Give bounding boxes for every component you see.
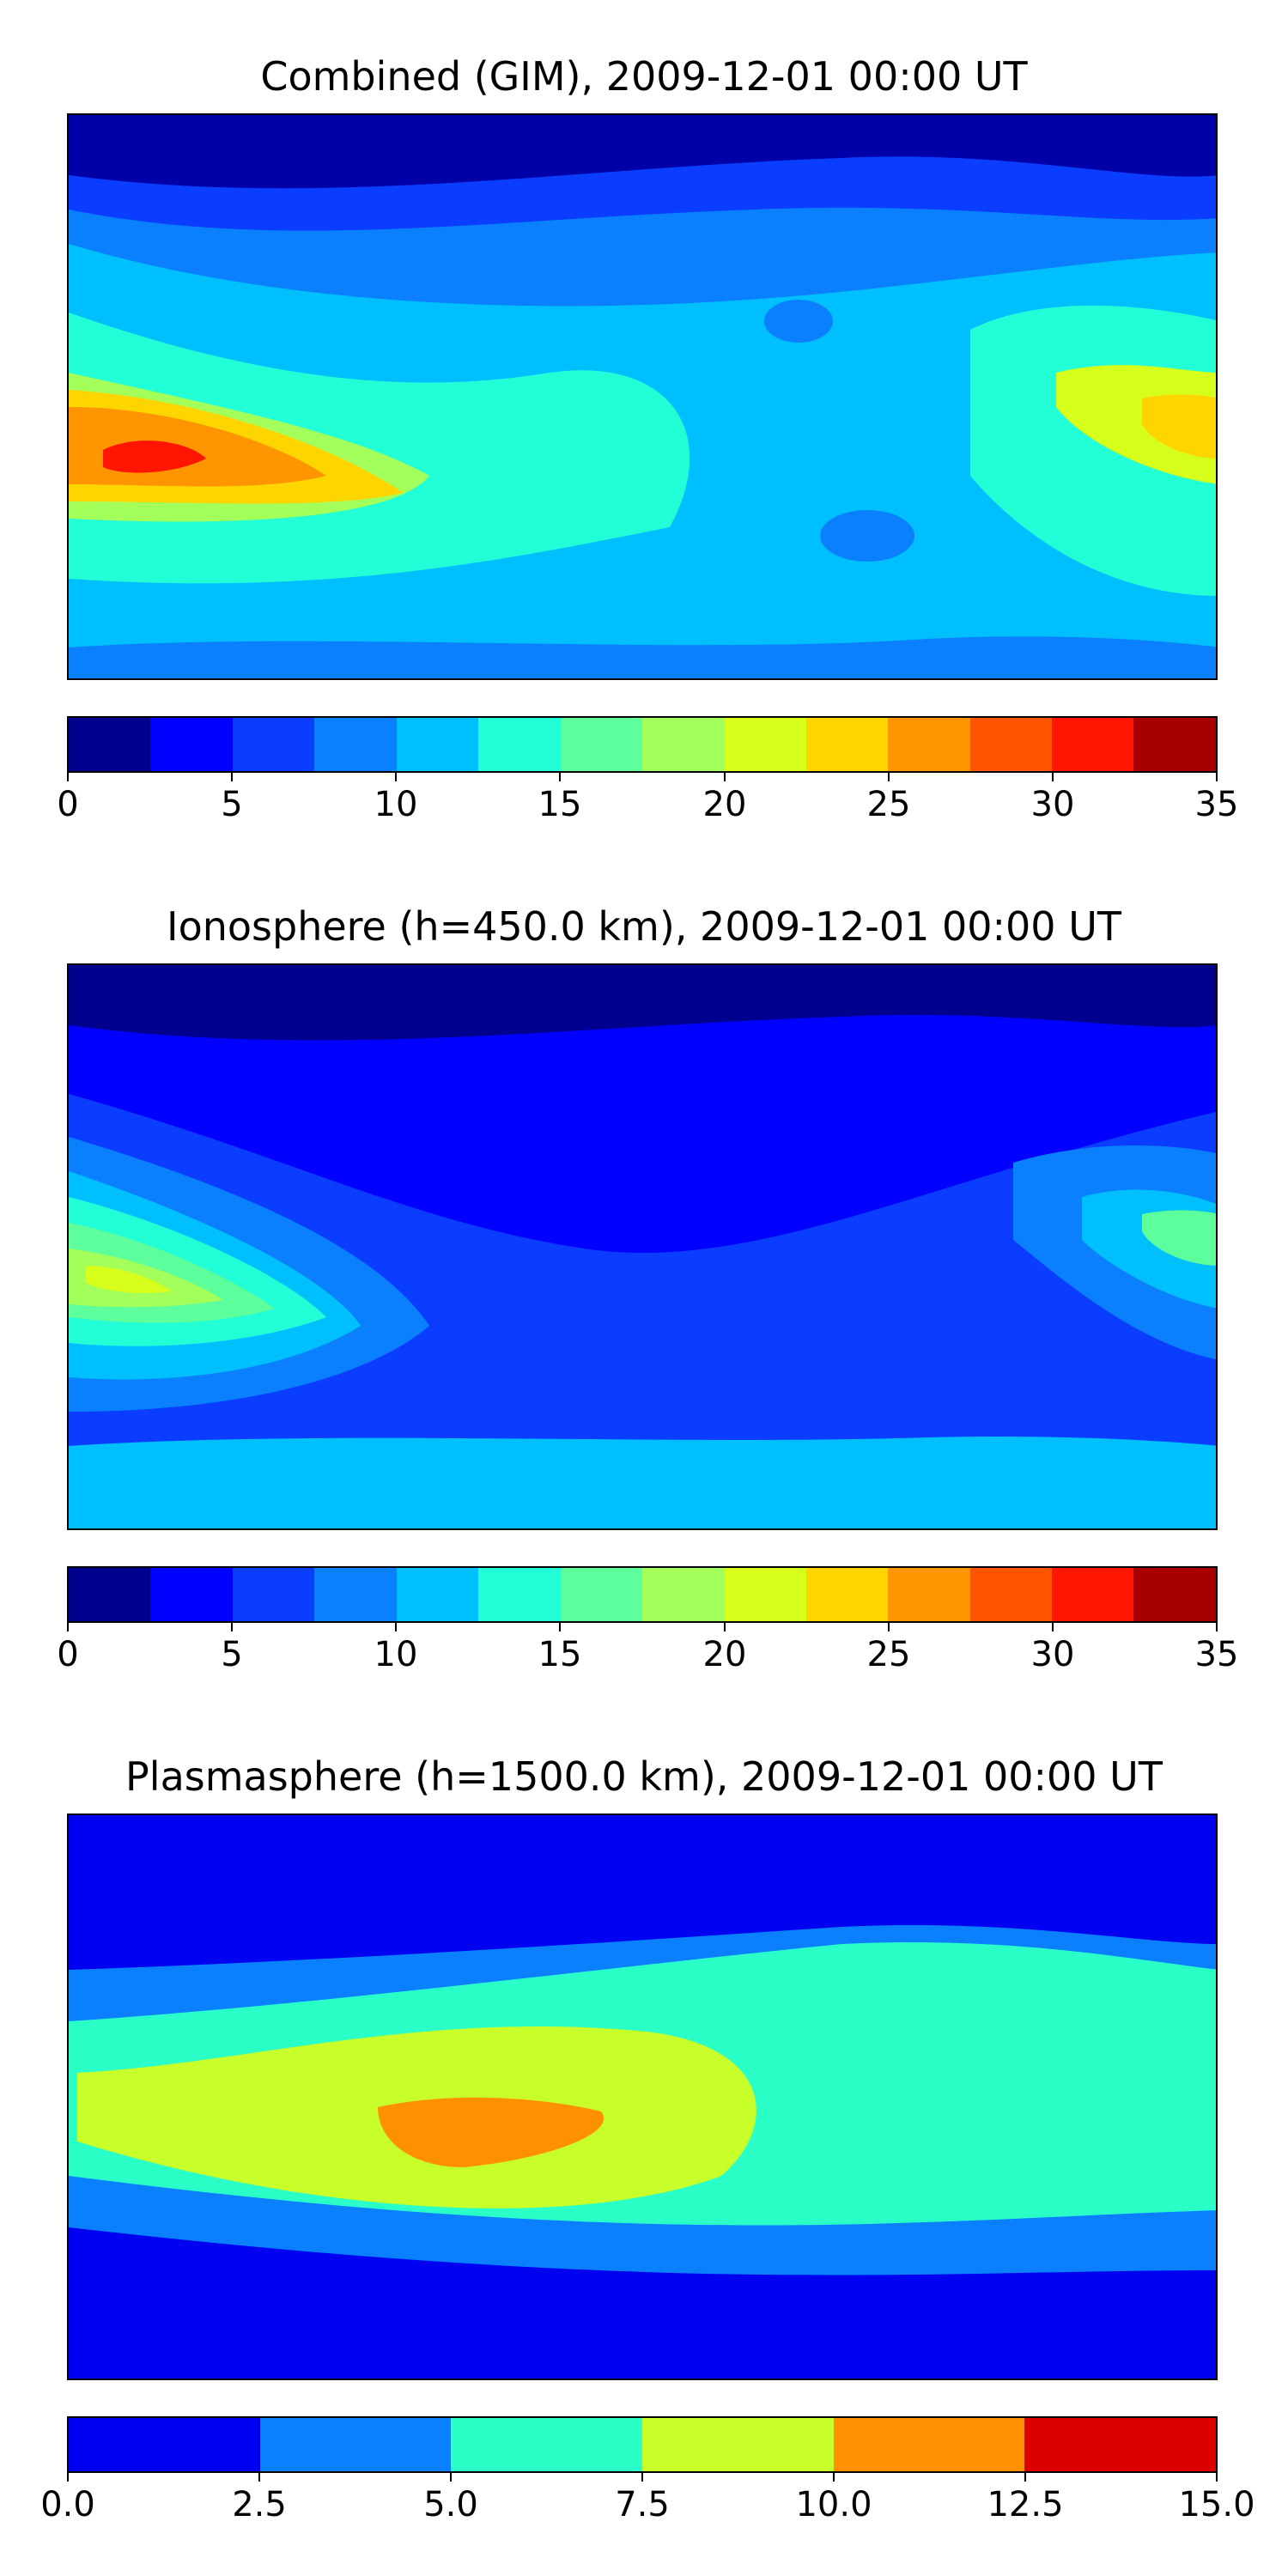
colorbar-segment	[1024, 2418, 1217, 2471]
colorbar-tick-label: 10	[374, 1635, 418, 1674]
colorbar-tick-mark	[888, 1623, 890, 1631]
colorbar-segment	[232, 718, 315, 771]
tec-map-plasmasphere	[69, 1815, 1216, 2379]
colorbar-segment	[314, 1568, 397, 1621]
colorbar-segment	[1052, 1568, 1134, 1621]
colorbar-tick-label: 15	[538, 1635, 582, 1674]
panel-title-plasmasphere: Plasmasphere (h=1500.0 km), 2009-12-01 0…	[125, 1753, 1163, 1800]
colorbar-tick-mark	[833, 2473, 835, 2482]
colorbar-tick-label: 5	[221, 785, 243, 824]
colorbar-tick-label: 0	[57, 1635, 79, 1674]
colorbar-segment	[969, 718, 1053, 771]
colorbar-tick-mark	[1216, 1623, 1218, 1631]
colorbar-tick-mark	[1024, 2473, 1026, 2482]
colorbar-segment	[478, 718, 561, 771]
colorbar-tick-mark	[1216, 773, 1218, 781]
colorbar-segment	[150, 1568, 233, 1621]
colorbar-tick-mark	[395, 773, 397, 781]
colorbar-segment	[888, 1568, 970, 1621]
colorbar-tick-mark	[888, 773, 890, 781]
colorbar-ionosphere	[67, 1566, 1218, 1623]
colorbar-segment	[969, 1568, 1053, 1621]
colorbar-segment	[259, 2418, 452, 2471]
colorbar-tick-label: 7.5	[615, 2485, 670, 2524]
colorbar-segment	[888, 718, 970, 771]
colorbar-combined	[67, 716, 1218, 773]
colorbar-segment	[314, 718, 397, 771]
colorbar-segment	[451, 2418, 643, 2471]
map-plasmasphere[interactable]	[67, 1814, 1218, 2380]
colorbar-segment	[232, 1568, 315, 1621]
colorbar-tick-label: 15	[538, 785, 582, 824]
colorbar-tick-label: 10	[374, 785, 418, 824]
colorbar-segment	[641, 1568, 725, 1621]
colorbar-segment	[69, 1568, 151, 1621]
colorbar-segment	[805, 1568, 889, 1621]
colorbar-ticks-combined: 0 5 10 15 20 25 30 35	[57, 773, 1238, 824]
colorbar-tick-label: 35	[1194, 785, 1239, 824]
colorbar-tick-mark	[559, 1623, 561, 1631]
map-combined[interactable]	[67, 113, 1218, 680]
colorbar-tick-label: 15.0	[1178, 2485, 1255, 2524]
tec-map-ionosphere	[69, 965, 1216, 1528]
colorbar-tick-label: 30	[1030, 1635, 1075, 1674]
colorbar-tick-mark	[450, 2473, 452, 2482]
colorbar-ticks-plasmasphere: 0.0 2.5 5.0 7.5 10.0 12.5 15.0	[40, 2473, 1255, 2524]
colorbar-tick-mark	[559, 773, 561, 781]
panel-title-ionosphere: Ionosphere (h=450.0 km), 2009-12-01 00:0…	[167, 903, 1121, 950]
colorbar-tick-mark	[395, 1623, 397, 1631]
colorbar-tick-mark	[67, 2473, 69, 2482]
colorbar-tick-label: 5.0	[423, 2485, 478, 2524]
colorbar-tick-label: 25	[866, 785, 911, 824]
colorbar-segment	[641, 718, 725, 771]
tec-map-combined	[69, 115, 1216, 678]
colorbar-tick-mark	[1052, 773, 1054, 781]
colorbar-tick-mark	[67, 1623, 69, 1631]
colorbar-tick-mark	[724, 773, 726, 781]
map-ionosphere[interactable]	[67, 963, 1218, 1530]
colorbar-tick-mark	[258, 2473, 260, 2482]
colorbar-tick-label: 12.5	[987, 2485, 1064, 2524]
colorbar-tick-label: 10.0	[795, 2485, 872, 2524]
colorbar-tick-label: 35	[1194, 1635, 1239, 1674]
colorbar-tick-mark	[1052, 1623, 1054, 1631]
colorbar-segment	[560, 1568, 642, 1621]
colorbar-segment	[805, 718, 889, 771]
colorbar-segment	[724, 1568, 806, 1621]
colorbar-segment	[69, 2418, 260, 2471]
colorbar-segment	[560, 718, 642, 771]
colorbar-segment	[396, 1568, 479, 1621]
colorbar-tick-label: 5	[221, 1635, 243, 1674]
colorbar-plasmasphere	[67, 2416, 1218, 2473]
colorbar-segment	[1133, 1568, 1216, 1621]
colorbar-tick-label: 2.5	[232, 2485, 287, 2524]
colorbar-tick-mark	[231, 1623, 233, 1631]
colorbar-segment	[150, 718, 233, 771]
colorbar-tick-mark	[1216, 2473, 1218, 2482]
colorbar-tick-label: 30	[1030, 785, 1075, 824]
colorbar-ticks-ionosphere: 0 5 10 15 20 25 30 35	[57, 1623, 1238, 1674]
colorbar-tick-mark	[724, 1623, 726, 1631]
colorbar-segment	[1133, 718, 1216, 771]
colorbar-segment	[724, 718, 806, 771]
colorbar-tick-label: 20	[702, 1635, 747, 1674]
colorbar-tick-mark	[231, 773, 233, 781]
colorbar-tick-label: 0.0	[40, 2485, 95, 2524]
colorbar-tick-label: 0	[57, 785, 79, 824]
colorbar-tick-label: 25	[866, 1635, 911, 1674]
colorbar-segment	[478, 1568, 561, 1621]
colorbar-tick-label: 20	[702, 785, 747, 824]
colorbar-tick-mark	[641, 2473, 643, 2482]
colorbar-segment	[642, 2418, 834, 2471]
colorbar-tick-mark	[67, 773, 69, 781]
panel-title-combined: Combined (GIM), 2009-12-01 00:00 UT	[260, 53, 1028, 100]
colorbar-segment	[396, 718, 479, 771]
colorbar-segment	[833, 2418, 1025, 2471]
colorbar-segment	[1052, 718, 1134, 771]
colorbar-segment	[69, 718, 151, 771]
